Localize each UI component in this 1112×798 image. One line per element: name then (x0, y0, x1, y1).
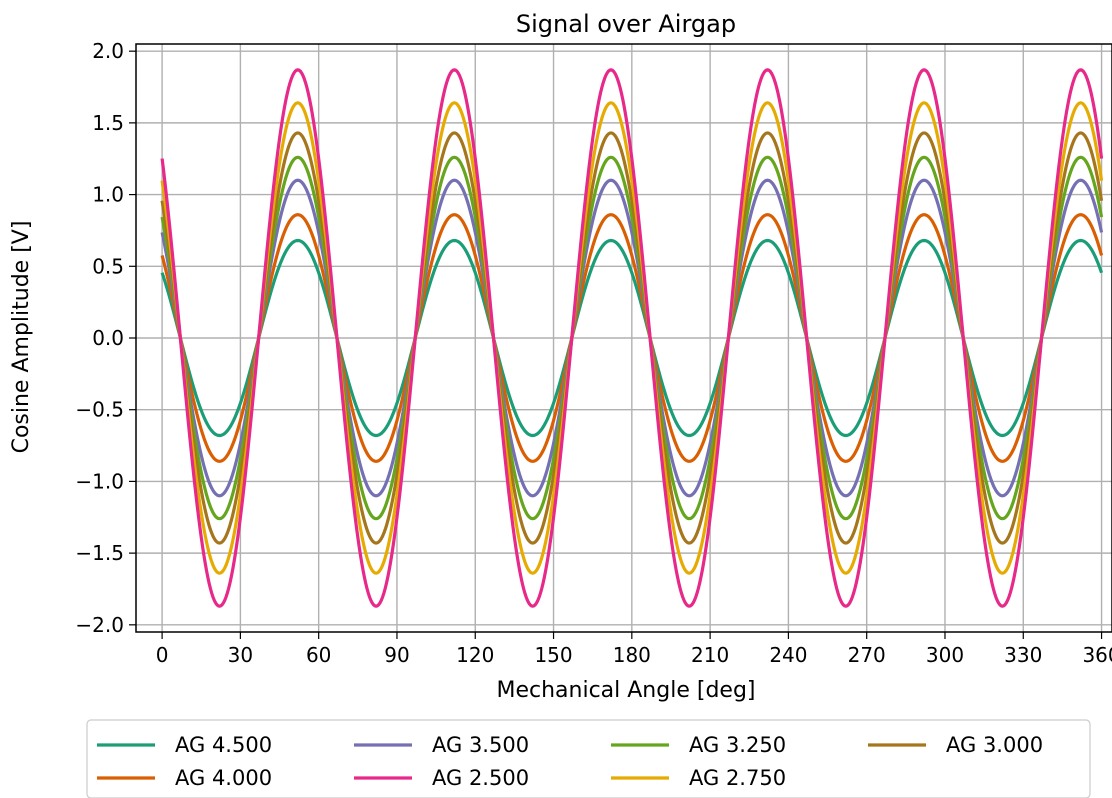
legend-label: AG 3.500 (432, 733, 529, 757)
x-tick-label: 360 (1082, 643, 1112, 667)
series-layer (160, 68, 1104, 608)
y-tick-label: −1.5 (75, 541, 124, 565)
y-tick-label: 0.5 (92, 254, 124, 278)
x-tick-label: 210 (691, 643, 729, 667)
y-tick-label: 1.0 (92, 183, 124, 207)
y-tick-label: 0.0 (92, 326, 124, 350)
y-tick-label: −1.0 (75, 469, 124, 493)
legend-label: AG 3.250 (689, 733, 786, 757)
x-tick-label: 150 (534, 643, 572, 667)
legend-item: AG 3.500 (354, 733, 529, 757)
ticks: 0 30 60 90 120 150 180 210 240 270 300 330 360 2.0 1.5… (75, 39, 1112, 667)
legend-label: AG 2.750 (689, 766, 786, 790)
legend-item: AG 4.000 (97, 766, 272, 790)
series-line-ag-4-000 (160, 213, 1104, 463)
y-tick-label: −2.0 (75, 613, 124, 637)
y-tick-label: 2.0 (92, 39, 124, 63)
legend: AG 4.500 AG 4.000 AG 3.500 AG 2.500 AG 3.250… (86, 719, 1091, 798)
legend-label: AG 3.000 (946, 733, 1043, 757)
x-tick-label: 300 (926, 643, 964, 667)
grid (136, 44, 1112, 632)
legend-item: AG 2.500 (354, 766, 529, 790)
x-tick-label: 60 (306, 643, 331, 667)
y-tick-label: 1.5 (92, 111, 124, 135)
legend-item: AG 4.500 (97, 733, 272, 757)
legend-label: AG 4.500 (175, 733, 272, 757)
legend-label: AG 4.000 (175, 766, 272, 790)
y-tick-label: −0.5 (75, 398, 124, 422)
legend-frame (86, 719, 1091, 798)
y-axis-title: Cosine Amplitude [V] (9, 221, 34, 454)
series-line-ag-3-000 (160, 131, 1104, 545)
series-line-ag-2-500 (160, 68, 1104, 608)
x-tick-label: 30 (228, 643, 253, 667)
series-line-ag-3-250 (160, 155, 1104, 521)
x-tick-label: 240 (769, 643, 807, 667)
x-tick-label: 120 (456, 643, 494, 667)
series-line-ag-4-500 (160, 238, 1104, 438)
x-tick-label: 0 (156, 643, 169, 667)
x-axis-title: Mechanical Angle [deg] (496, 678, 755, 703)
x-tick-label: 330 (1004, 643, 1042, 667)
series-line-ag-2-750 (160, 101, 1104, 575)
x-tick-label: 180 (613, 643, 651, 667)
series-line-ag-3-500 (160, 178, 1104, 498)
legend-item: AG 3.000 (868, 733, 1043, 757)
x-tick-label: 90 (384, 643, 409, 667)
legend-label: AG 2.500 (432, 766, 529, 790)
legend-item: AG 3.250 (611, 733, 786, 757)
x-tick-label: 270 (848, 643, 886, 667)
chart-title: Signal over Airgap (516, 10, 736, 38)
legend-item: AG 2.750 (611, 766, 786, 790)
